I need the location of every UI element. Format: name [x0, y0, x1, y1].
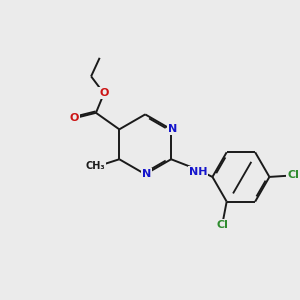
Text: Cl: Cl	[217, 220, 228, 230]
Text: CH₃: CH₃	[86, 161, 106, 171]
Text: O: O	[70, 113, 79, 123]
Text: NH: NH	[189, 167, 207, 177]
Text: O: O	[99, 88, 109, 98]
Text: N: N	[168, 124, 177, 134]
Text: N: N	[142, 169, 151, 179]
Text: Cl: Cl	[287, 170, 299, 181]
